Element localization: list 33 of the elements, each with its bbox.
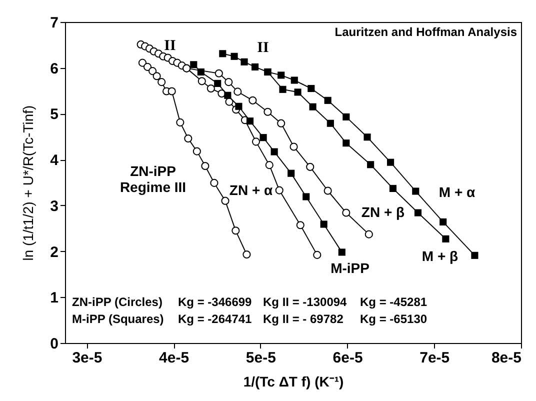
annotation: Kg II = -130094: [263, 295, 348, 309]
x-axis-title: 1/(Tc ΔT f) (K⁻¹): [243, 374, 344, 390]
y-tick-label: 3: [50, 198, 58, 215]
annotation: Kg = -45281: [360, 295, 428, 309]
x-tick-label: 8e-5: [491, 350, 522, 366]
series-label: ZN + β: [361, 204, 406, 220]
y-tick-label: 1: [50, 290, 58, 307]
series-label: ZN-iPP Regime III: [120, 163, 186, 195]
x-tick-label: 4e-5: [159, 350, 190, 366]
series-label: M-iPP: [330, 260, 370, 276]
x-tick-label: 7e-5: [420, 350, 450, 366]
annotation: II: [257, 40, 269, 56]
series-label: M + β: [422, 248, 459, 264]
series-label: M + α: [438, 184, 476, 200]
annotation: Kg II = - 69782: [263, 312, 344, 326]
y-tick-label: 6: [50, 60, 58, 78]
annotation: M-iPP (Squares): [72, 312, 164, 326]
y-tick-label: 4: [50, 152, 60, 170]
annotation: Kg = -65130: [360, 312, 428, 326]
y-tick-label: 5: [50, 106, 58, 124]
y-tick-label: 2: [50, 244, 58, 261]
y-tick-label: 7: [50, 14, 58, 32]
x-tick-label: 5e-5: [246, 350, 276, 366]
x-tick-label: 6e-5: [332, 350, 363, 366]
annotation: ZN-iPP (Circles): [72, 295, 162, 309]
x-tick-label: 3e-5: [72, 350, 102, 366]
annotation: Kg = -346699: [178, 295, 252, 309]
annotation: II: [164, 38, 176, 54]
series-label: ZN + α: [229, 182, 273, 198]
annotation: Kg = -264741: [178, 312, 252, 326]
y-tick-label: 0: [50, 336, 58, 352]
y-axis-title: ln (1/t1/2) + U*/R(Tc-Tinf): [20, 105, 36, 261]
chart-title: Lauritzen and Hoffman Analysis: [334, 25, 518, 39]
